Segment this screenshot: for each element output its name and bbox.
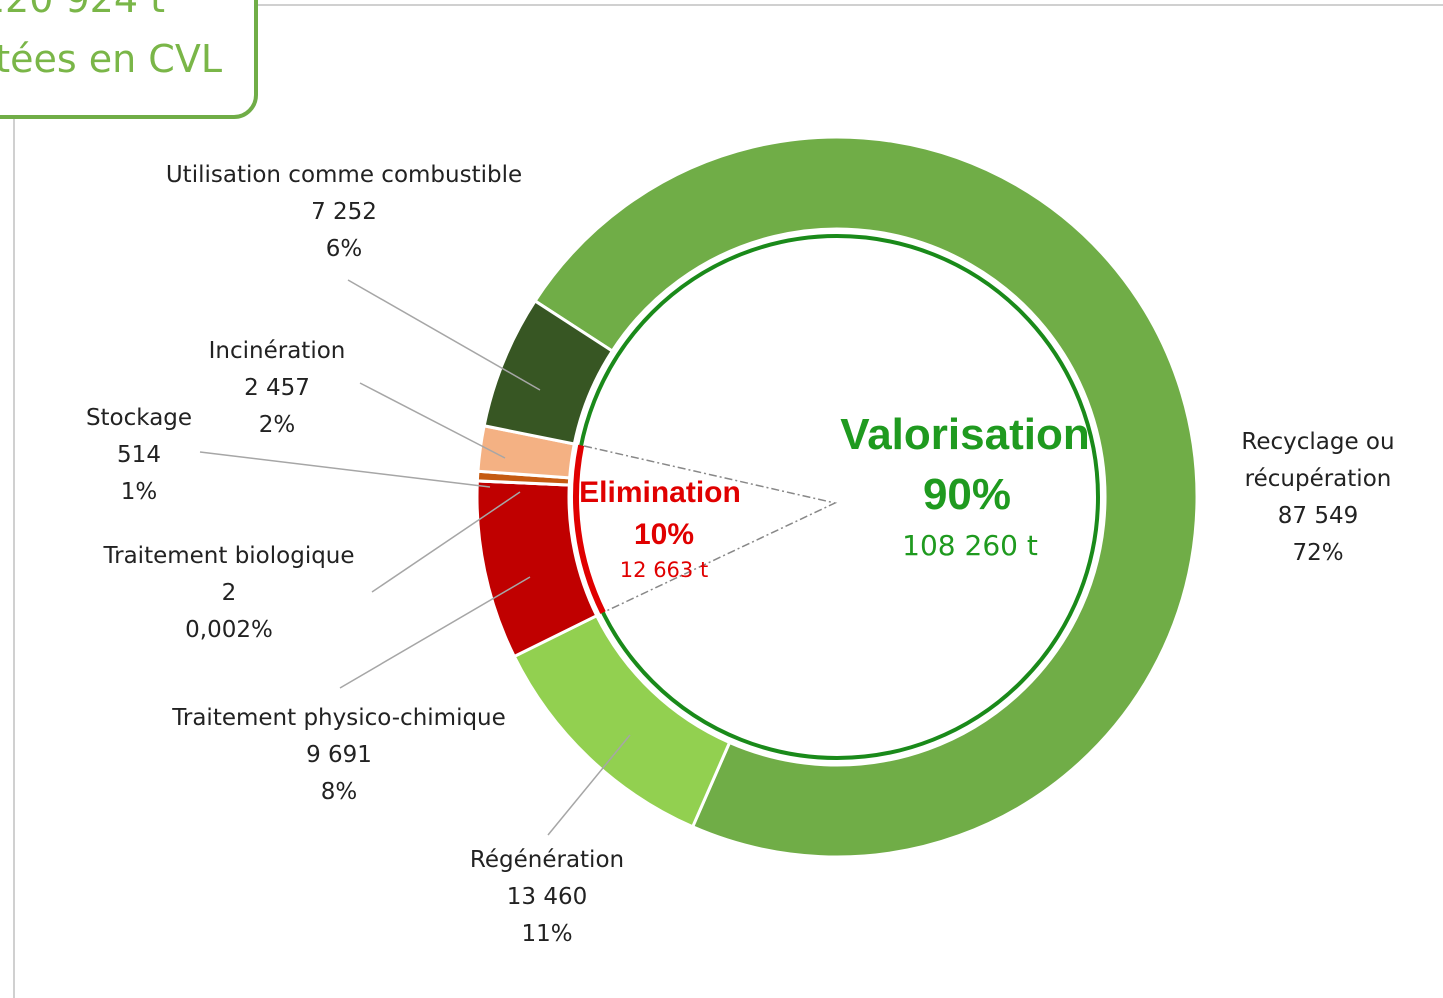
valorisation-percent: 90% — [923, 470, 1011, 519]
box-caption: tées en CVL — [0, 37, 222, 81]
slice-label: Stockage 514 1% — [69, 400, 209, 511]
label-value: 2 — [221, 580, 237, 606]
slice — [482, 298, 615, 446]
label-value: 13 460 — [506, 884, 588, 910]
leader-line — [359, 382, 506, 459]
label-percent: 8% — [320, 779, 358, 805]
leader-line — [371, 491, 521, 593]
label-percent: 6% — [325, 236, 363, 262]
label-name: Utilisation comme combustible — [165, 162, 523, 188]
label-name: Recyclage ou récupération — [1241, 429, 1395, 492]
slice-label: Régénération 13 460 11% — [447, 842, 647, 953]
leader-line — [339, 576, 531, 689]
valorisation-title: Valorisation — [840, 410, 1089, 459]
box-total: 120 924 t — [0, 0, 165, 21]
valorisation-total: 108 260 t — [902, 529, 1038, 562]
label-percent: 2% — [258, 412, 296, 438]
label-name: Stockage — [85, 405, 193, 431]
elimination-total: 12 663 t — [620, 558, 708, 582]
label-value: 514 — [117, 442, 161, 468]
leader-line — [347, 279, 541, 391]
summary-box — [0, 0, 258, 119]
label-percent: 0,002% — [185, 617, 273, 643]
slice — [533, 135, 1199, 859]
label-percent: 1% — [120, 479, 158, 505]
label-percent: 72% — [1292, 540, 1344, 566]
elimination-wedge — [583, 445, 838, 612]
label-name: Régénération — [469, 847, 625, 873]
slice-label: Traitement biologique 2 0,002% — [79, 538, 379, 649]
label-value: 7 252 — [311, 199, 377, 225]
label-value: 2 457 — [244, 375, 310, 401]
leader-line — [547, 734, 631, 836]
elimination-percent: 10% — [634, 518, 694, 551]
label-name: Traitement physico-chimique — [172, 705, 506, 731]
label-name: Traitement biologique — [103, 543, 355, 569]
slice-label: Utilisation comme combustible 7 252 6% — [134, 157, 554, 268]
label-name: Incinération — [208, 338, 346, 364]
label-percent: 11% — [521, 921, 573, 947]
elimination-title: Elimination — [579, 476, 741, 509]
label-value: 87 549 — [1277, 503, 1359, 529]
slice-label: Incinération 2 457 2% — [192, 333, 362, 444]
label-value: 9 691 — [306, 742, 372, 768]
slice-label: Traitement physico-chimique 9 691 8% — [149, 700, 529, 811]
slice-label: Recyclage ou récupération 87 549 72% — [1228, 424, 1408, 572]
elimination-ring — [573, 444, 606, 614]
leader-line — [199, 451, 491, 488]
